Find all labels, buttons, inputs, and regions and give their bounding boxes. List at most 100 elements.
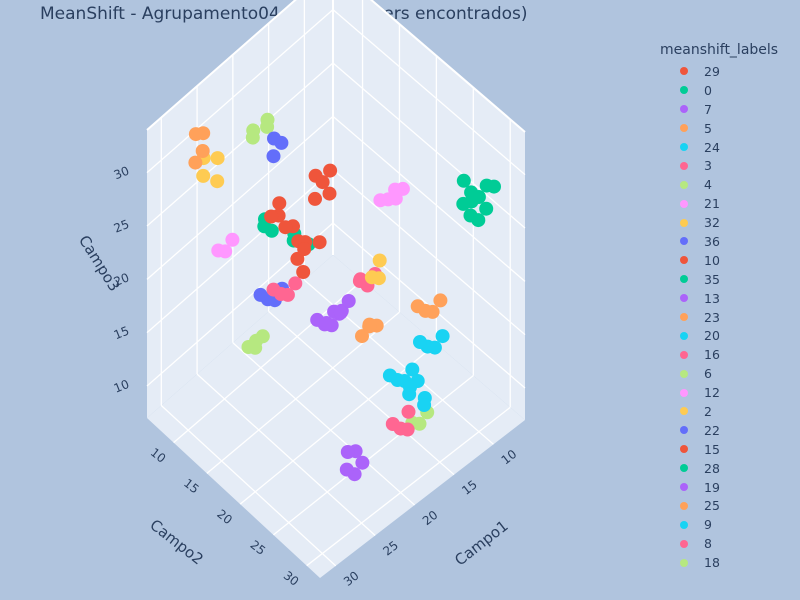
point-cluster-23[interactable] bbox=[362, 319, 377, 334]
point-cluster-24[interactable] bbox=[402, 387, 417, 402]
legend-item-24[interactable]: 24 bbox=[660, 138, 795, 157]
data-points[interactable] bbox=[188, 112, 501, 482]
point-cluster-5[interactable] bbox=[188, 155, 203, 170]
legend-item-8[interactable]: 8 bbox=[660, 534, 795, 553]
legend-item-29[interactable]: 29 bbox=[660, 62, 795, 81]
legend-item-7[interactable]: 7 bbox=[660, 100, 795, 119]
point-cluster-4[interactable] bbox=[245, 130, 260, 145]
point-cluster-16[interactable] bbox=[288, 276, 303, 291]
point-cluster-32[interactable] bbox=[210, 174, 225, 189]
legend-item-32[interactable]: 32 bbox=[660, 213, 795, 232]
point-cluster-29[interactable] bbox=[290, 251, 305, 266]
point-cluster-6[interactable] bbox=[248, 340, 263, 355]
legend-item-15[interactable]: 15 bbox=[660, 440, 795, 459]
grid-y-floor bbox=[273, 375, 474, 536]
legend-item-19[interactable]: 19 bbox=[660, 478, 795, 497]
point-cluster-28[interactable] bbox=[257, 219, 272, 234]
point-cluster-7[interactable] bbox=[339, 462, 354, 477]
point-cluster-0[interactable] bbox=[464, 185, 479, 200]
point-cluster-10[interactable] bbox=[308, 191, 322, 206]
legend-swatch bbox=[680, 407, 688, 416]
legend-swatch bbox=[680, 124, 688, 133]
legend-item-5[interactable]: 5 bbox=[660, 119, 795, 138]
legend-item-21[interactable]: 21 bbox=[660, 194, 795, 213]
point-cluster-0[interactable] bbox=[487, 179, 501, 194]
legend-item-13[interactable]: 13 bbox=[660, 289, 795, 308]
point-cluster-22[interactable] bbox=[253, 287, 268, 302]
point-cluster-0[interactable] bbox=[463, 208, 478, 223]
point-cluster-7[interactable] bbox=[340, 445, 355, 459]
point-cluster-5[interactable] bbox=[188, 127, 203, 142]
point-cluster-20[interactable] bbox=[382, 368, 397, 383]
legend-item-9[interactable]: 9 bbox=[660, 515, 795, 534]
legend-label: 0 bbox=[704, 82, 712, 98]
legend-item-23[interactable]: 23 bbox=[660, 308, 795, 327]
legend-item-25[interactable]: 25 bbox=[660, 496, 795, 515]
point-cluster-10[interactable] bbox=[323, 163, 338, 178]
point-cluster-21[interactable] bbox=[373, 193, 388, 208]
point-cluster-9[interactable] bbox=[413, 335, 427, 349]
point-cluster-0[interactable] bbox=[479, 201, 494, 216]
point-cluster-8[interactable] bbox=[401, 404, 416, 419]
legend-item-12[interactable]: 12 bbox=[660, 383, 795, 402]
point-cluster-25[interactable] bbox=[410, 299, 425, 314]
point-cluster-10[interactable] bbox=[315, 175, 330, 190]
point-cluster-15[interactable] bbox=[264, 209, 279, 224]
point-cluster-6[interactable] bbox=[255, 329, 270, 344]
point-cluster-12[interactable] bbox=[225, 232, 240, 247]
point-cluster-13[interactable] bbox=[341, 294, 356, 308]
point-cluster-29[interactable] bbox=[297, 242, 312, 257]
point-cluster-9[interactable] bbox=[427, 340, 442, 355]
point-cluster-21[interactable] bbox=[388, 182, 403, 197]
point-cluster-12[interactable] bbox=[218, 244, 233, 259]
y-tick-label: 30 bbox=[281, 568, 302, 588]
point-cluster-5[interactable] bbox=[195, 144, 210, 158]
point-cluster-36[interactable] bbox=[266, 149, 281, 164]
legend-label: 16 bbox=[704, 347, 720, 363]
point-cluster-20[interactable] bbox=[405, 362, 420, 377]
point-cluster-15[interactable] bbox=[278, 220, 293, 235]
point-cluster-16[interactable] bbox=[280, 287, 295, 302]
point-cluster-13[interactable] bbox=[319, 316, 334, 330]
point-cluster-29[interactable] bbox=[296, 265, 311, 279]
point-cluster-3[interactable] bbox=[352, 274, 367, 288]
point-cluster-15[interactable] bbox=[272, 196, 287, 211]
legend-item-4[interactable]: 4 bbox=[660, 175, 795, 194]
point-cluster-32[interactable] bbox=[210, 151, 225, 166]
legend-item-20[interactable]: 20 bbox=[660, 326, 795, 345]
legend-item-6[interactable]: 6 bbox=[660, 364, 795, 383]
point-cluster-8[interactable] bbox=[400, 422, 415, 437]
point-cluster-2[interactable] bbox=[372, 253, 387, 268]
legend-item-22[interactable]: 22 bbox=[660, 421, 795, 440]
legend-item-10[interactable]: 10 bbox=[660, 251, 795, 270]
legend-item-18[interactable]: 18 bbox=[660, 553, 795, 572]
point-cluster-0[interactable] bbox=[456, 173, 471, 188]
legend-item-0[interactable]: 0 bbox=[660, 81, 795, 100]
point-cluster-29[interactable] bbox=[312, 235, 327, 250]
point-cluster-7[interactable] bbox=[355, 455, 370, 470]
point-cluster-13[interactable] bbox=[333, 305, 348, 320]
point-cluster-0[interactable] bbox=[456, 196, 471, 211]
point-cluster-23[interactable] bbox=[355, 329, 369, 344]
legend-item-2[interactable]: 2 bbox=[660, 402, 795, 421]
legend-item-16[interactable]: 16 bbox=[660, 345, 795, 364]
point-cluster-25[interactable] bbox=[433, 293, 448, 308]
point-cluster-2[interactable] bbox=[371, 271, 386, 286]
point-cluster-32[interactable] bbox=[196, 168, 211, 183]
point-cluster-16[interactable] bbox=[266, 282, 281, 297]
legend-label: 6 bbox=[704, 366, 712, 382]
legend-item-28[interactable]: 28 bbox=[660, 459, 795, 478]
point-cluster-36[interactable] bbox=[267, 131, 281, 146]
point-cluster-24[interactable] bbox=[417, 398, 432, 412]
point-cluster-10[interactable] bbox=[322, 186, 337, 201]
legend-item-36[interactable]: 36 bbox=[660, 232, 795, 251]
legend-item-3[interactable]: 3 bbox=[660, 156, 795, 175]
legend-item-35[interactable]: 35 bbox=[660, 270, 795, 289]
legend: meanshift_labels 29 0 7 5 24 3 4 21 32 36 10 35 13 23… bbox=[660, 42, 795, 572]
point-cluster-25[interactable] bbox=[425, 304, 440, 319]
point-cluster-18[interactable] bbox=[412, 416, 427, 431]
point-cluster-9[interactable] bbox=[435, 329, 450, 344]
point-cluster-4[interactable] bbox=[260, 119, 275, 134]
point-cluster-8[interactable] bbox=[385, 417, 400, 431]
